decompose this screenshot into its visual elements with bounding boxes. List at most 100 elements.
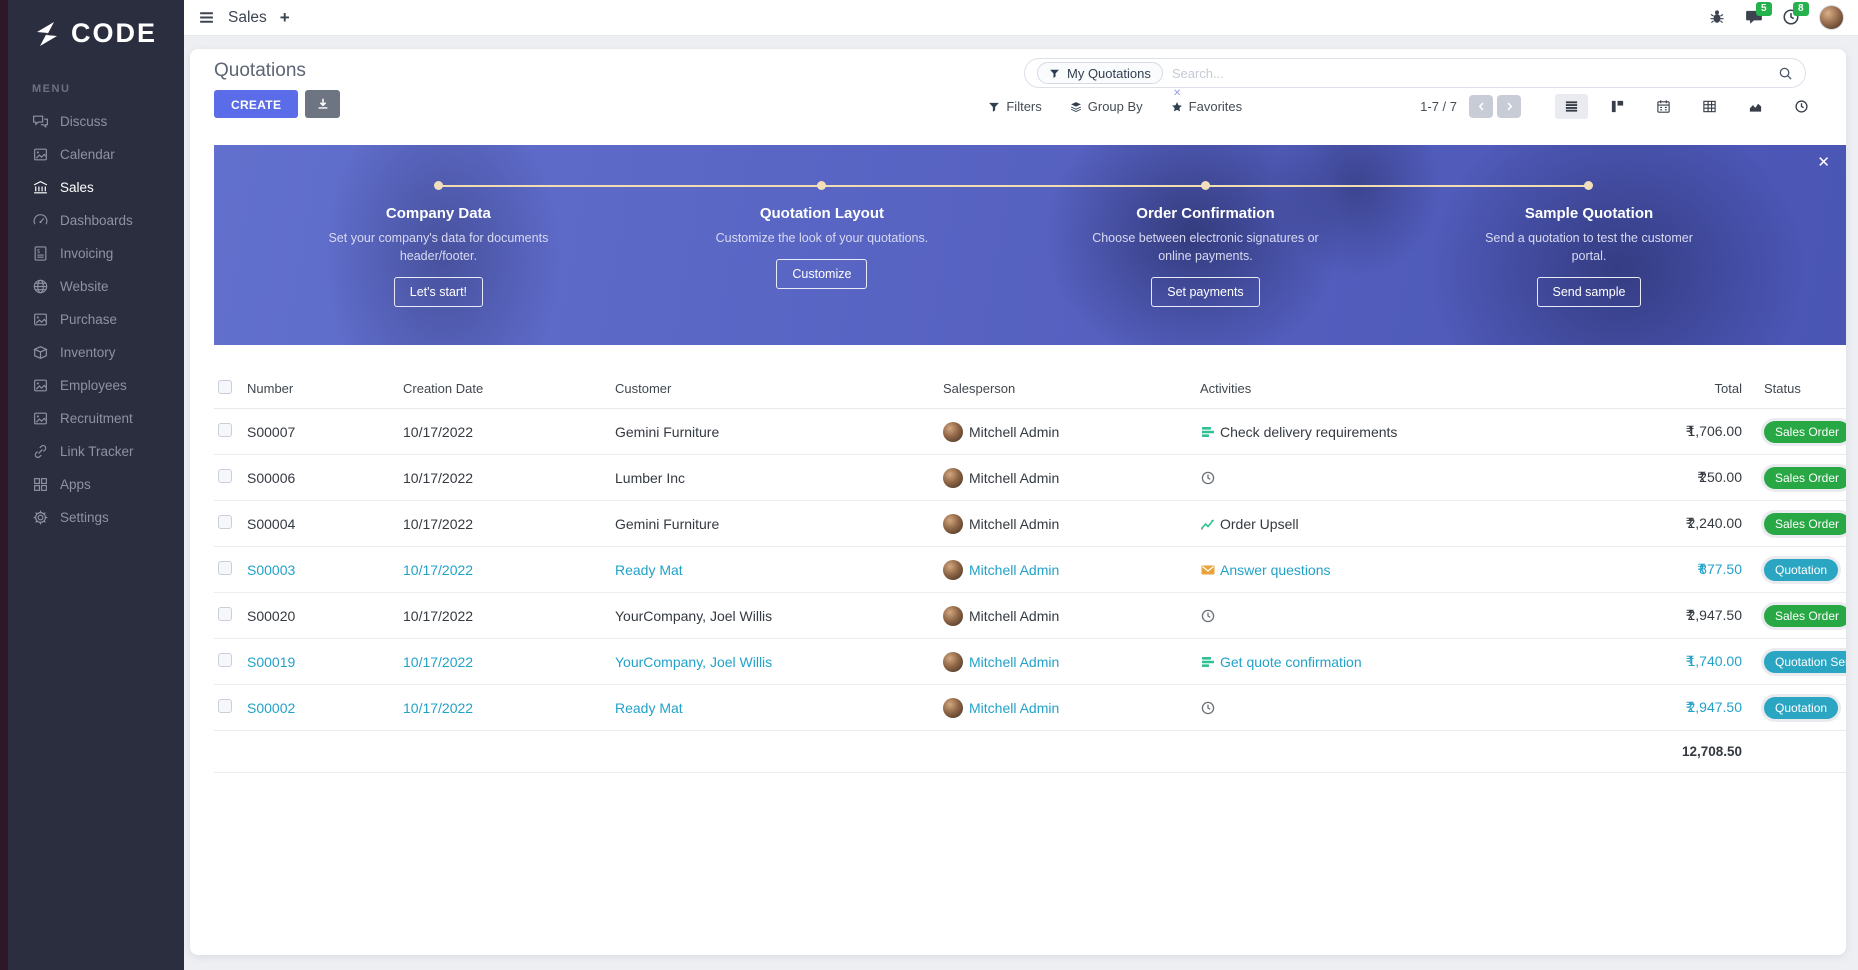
search-facet[interactable]: My Quotations [1037, 62, 1163, 84]
facet-remove-icon[interactable]: ✕ [1173, 88, 1182, 99]
table-row[interactable]: S00020 10/17/2022 YourCompany, Joel Will… [214, 593, 1846, 639]
sidebar-item-employees[interactable]: Employees [8, 369, 184, 402]
envelope-icon[interactable] [1200, 562, 1216, 578]
step-description: Set your company's data for documents he… [328, 231, 549, 264]
banner-close-icon[interactable]: ✕ [1817, 154, 1830, 171]
messages-icon[interactable]: 5 [1745, 1, 1772, 28]
clock-icon[interactable] [1200, 470, 1216, 486]
hamburger-menu-icon[interactable] [198, 9, 215, 26]
download-icon [318, 98, 328, 109]
chart-line-icon[interactable] [1200, 516, 1216, 532]
row-checkbox[interactable] [218, 515, 232, 529]
pager-next-button[interactable] [1497, 95, 1521, 118]
sidebar-item-purchase[interactable]: Purchase [8, 303, 184, 336]
row-checkbox[interactable] [218, 653, 232, 667]
total-amount: 877.50 [1699, 561, 1742, 577]
brand-name: CODE [71, 18, 158, 48]
sidebar-item-dashboards[interactable]: Dashboards [8, 204, 184, 237]
invoice-document-icon: $ [32, 245, 49, 262]
search-icon[interactable] [1778, 66, 1793, 81]
sidebar-item-discuss[interactable]: Discuss [8, 105, 184, 138]
step-title: Sample Quotation [1524, 205, 1654, 222]
calendar-view-button[interactable] [1647, 94, 1680, 119]
column-header-status[interactable]: Status [1764, 381, 1801, 396]
salesperson-avatar [943, 467, 963, 488]
total-amount: 2,947.50 [1687, 607, 1743, 623]
activity-label[interactable]: Check delivery requirements [1220, 423, 1398, 440]
send-sample-button[interactable]: Send sample [1536, 277, 1642, 308]
table-row[interactable]: S00007 10/17/2022 Gemini Furniture Mitch… [214, 409, 1846, 455]
salesperson-name: Mitchell Admin [969, 423, 1060, 440]
tasks-icon[interactable] [1200, 424, 1216, 440]
pager-previous-button[interactable] [1469, 95, 1493, 118]
row-checkbox[interactable] [218, 469, 232, 483]
step-title: Company Data [385, 205, 491, 222]
debug-bug-icon[interactable] [1708, 8, 1728, 28]
progress-dot [433, 181, 443, 190]
column-header-activities[interactable]: Activities [1200, 381, 1252, 396]
new-tab-button[interactable]: + [279, 7, 290, 27]
lets-start-button[interactable]: Let's start! [393, 277, 484, 308]
graph-view-button[interactable] [1739, 94, 1772, 119]
creation-date: 10/17/2022 [403, 561, 474, 578]
sidebar-item-label: Employees [60, 378, 127, 393]
table-row[interactable]: S00006 10/17/2022 Lumber Inc Mitchell Ad… [214, 455, 1846, 501]
sidebar-item-apps[interactable]: Apps [8, 468, 184, 501]
clock-icon[interactable] [1200, 608, 1216, 624]
sidebar-item-recruitment[interactable]: Recruitment [8, 402, 184, 435]
pivot-view-button[interactable] [1693, 94, 1726, 119]
row-checkbox[interactable] [218, 607, 232, 621]
sidebar-item-label: Invoicing [60, 246, 114, 261]
column-header-date[interactable]: Creation Date [403, 381, 484, 396]
column-header-customer[interactable]: Customer [615, 381, 672, 396]
filters-button[interactable]: Filters [988, 99, 1042, 114]
create-button[interactable]: CREATE [214, 90, 299, 118]
group-by-button[interactable]: Group By [1070, 99, 1143, 114]
sidebar-item-inventory[interactable]: Inventory [8, 336, 184, 369]
facet-label: My Quotations [1067, 65, 1151, 81]
activity-label[interactable]: Order Upsell [1220, 515, 1299, 532]
table-row[interactable]: S00019 10/17/2022 YourCompany, Joel Will… [214, 639, 1846, 685]
customize-button[interactable]: Customize [776, 259, 868, 290]
activity-label[interactable]: Get quote confirmation [1220, 653, 1362, 670]
favorites-button[interactable]: Favorites [1171, 99, 1242, 114]
column-header-number[interactable]: Number [247, 381, 294, 396]
user-avatar[interactable] [1819, 5, 1844, 30]
step-title: Order Confirmation [1136, 205, 1275, 222]
tasks-icon[interactable] [1200, 654, 1216, 670]
sidebar-item-label: Dashboards [60, 213, 133, 228]
activity-label[interactable]: Answer questions [1220, 561, 1331, 578]
sidebar-item-sales[interactable]: Sales [8, 171, 184, 204]
set-payments-button[interactable]: Set payments [1151, 277, 1260, 308]
sidebar-item-website[interactable]: Website [8, 270, 184, 303]
search-bar[interactable]: My Quotations ✕ [1024, 58, 1806, 99]
select-all-checkbox[interactable] [218, 380, 232, 394]
sidebar-item-settings[interactable]: Settings [8, 501, 184, 534]
row-checkbox[interactable] [218, 699, 232, 713]
step-sample-quotation: Sample Quotation Send a quotation to tes… [1397, 173, 1781, 308]
total-amount: 2,947.50 [1687, 699, 1743, 715]
export-button[interactable] [305, 90, 341, 118]
sidebar-item-calendar[interactable]: Calendar [8, 138, 184, 171]
search-input[interactable] [1171, 65, 1778, 81]
list-view-button[interactable] [1555, 94, 1588, 119]
row-checkbox[interactable] [218, 561, 232, 575]
pivot-view-icon [1703, 100, 1716, 113]
sidebar-item-link-tracker[interactable]: Link Tracker [8, 435, 184, 468]
clock-icon[interactable] [1200, 700, 1216, 716]
column-header-total[interactable]: Total [1714, 381, 1742, 396]
table-row[interactable]: S00002 10/17/2022 Ready Mat Mitchell Adm… [214, 685, 1846, 731]
creation-date: 10/17/2022 [403, 607, 474, 624]
table-row[interactable]: S00004 10/17/2022 Gemini Furniture Mitch… [214, 501, 1846, 547]
activity-view-button[interactable] [1785, 94, 1818, 119]
table-row[interactable]: S00003 10/17/2022 Ready Mat Mitchell Adm… [214, 547, 1846, 593]
row-checkbox[interactable] [218, 423, 232, 437]
salesperson-avatar [943, 697, 963, 718]
activities-clock-icon[interactable]: 8 [1782, 1, 1809, 28]
active-app-name[interactable]: Sales [228, 8, 267, 26]
sidebar-item-invoicing[interactable]: $ Invoicing [8, 237, 184, 270]
column-header-salesperson[interactable]: Salesperson [943, 381, 1016, 396]
step-description: Customize the look of your quotations. [715, 231, 929, 245]
kanban-view-button[interactable] [1601, 94, 1634, 119]
globe-icon [32, 278, 49, 295]
